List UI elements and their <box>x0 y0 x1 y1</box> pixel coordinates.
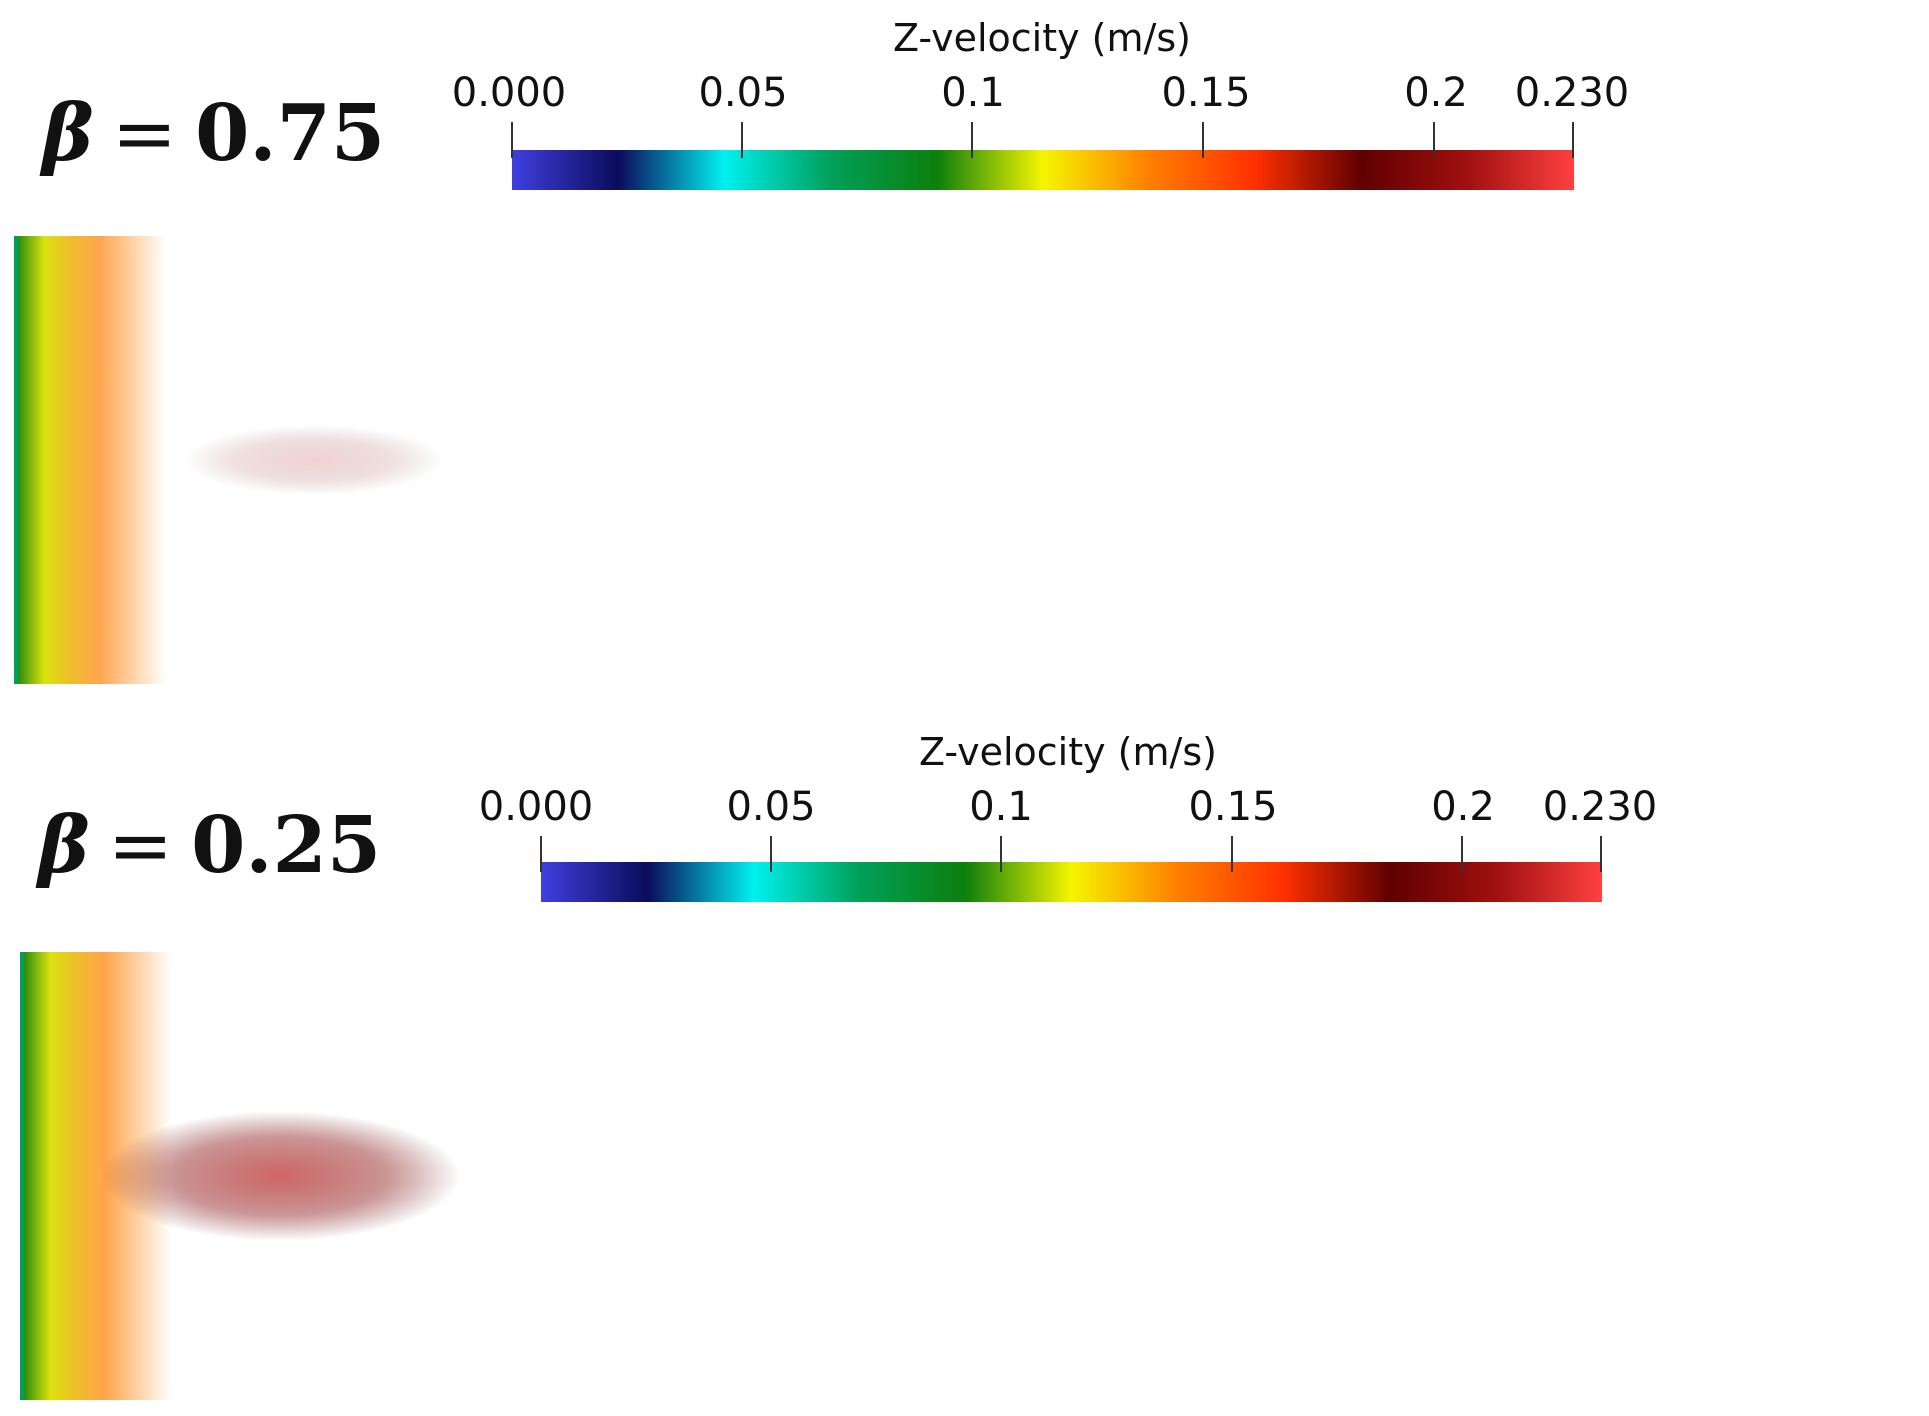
colorbar-tick-label-1: 0.05 <box>698 70 788 116</box>
colorbar-tick-3 <box>1231 836 1233 872</box>
inlet-wall <box>20 952 24 1400</box>
colorbar-tick-4 <box>1461 836 1463 872</box>
colorbar-tick-label-5: 0.230 <box>1514 70 1630 116</box>
colorbar-tick-label-2: 0.1 <box>941 70 1005 116</box>
colorbar-tick-4 <box>1433 122 1435 158</box>
colorbar-tick-0 <box>511 122 513 158</box>
equals-sign: = <box>107 801 174 891</box>
panel-beta-025: β = 0.25 Z-velocity (m/s) 0.000 0.05 0.1 0… <box>0 700 1929 1416</box>
colorbar-tick-label-0: 0.000 <box>451 70 567 116</box>
centreline-max-velocity-zone <box>100 1111 460 1241</box>
beta-label: β = 0.25 <box>38 800 381 891</box>
beta-symbol: β <box>42 88 94 179</box>
inlet-wall <box>14 236 18 684</box>
colorbar-tick-2 <box>1000 836 1002 872</box>
colorbar-tick-label-4: 0.2 <box>1404 70 1468 116</box>
beta-label: β = 0.75 <box>42 88 385 179</box>
colorbar-tick-5 <box>1600 836 1602 872</box>
beta-value: 0.75 <box>195 88 386 179</box>
colorbar-gradient <box>512 150 1574 190</box>
colorbar-title: Z-velocity (m/s) <box>893 16 1191 60</box>
colorbar-tick-1 <box>741 122 743 158</box>
beta-symbol: β <box>38 800 90 891</box>
colorbar-tick-label-1: 0.05 <box>726 784 816 830</box>
colorbar-tick-3 <box>1202 122 1204 158</box>
colorbar-tick-label-0: 0.000 <box>478 784 594 830</box>
velocity-field-plot <box>20 952 1914 1400</box>
colorbar-tick-1 <box>770 836 772 872</box>
colorbar-tick-label-3: 0.15 <box>1188 784 1278 830</box>
centreline-max-velocity-zone <box>184 425 444 495</box>
colorbar-tick-label-2: 0.1 <box>969 784 1033 830</box>
colorbar-tick-2 <box>971 122 973 158</box>
colorbar-gradient <box>541 862 1602 902</box>
panel-beta-075: β = 0.75 Z-velocity (m/s) 0.000 0.05 0.1 0… <box>0 0 1929 700</box>
colorbar-tick-5 <box>1572 122 1574 158</box>
beta-value: 0.25 <box>191 800 382 891</box>
velocity-field-plot <box>14 236 1914 684</box>
colorbar-tick-0 <box>540 836 542 872</box>
colorbar-tick-label-5: 0.230 <box>1542 784 1658 830</box>
colorbar-tick-label-4: 0.2 <box>1431 784 1495 830</box>
colorbar-title: Z-velocity (m/s) <box>919 730 1217 774</box>
equals-sign: = <box>111 89 178 179</box>
colorbar-tick-label-3: 0.15 <box>1161 70 1251 116</box>
